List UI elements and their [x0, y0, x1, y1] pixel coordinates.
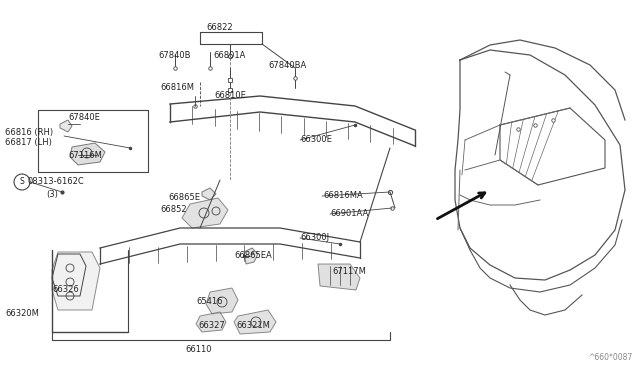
Text: 66810E: 66810E	[214, 90, 246, 99]
Text: S: S	[20, 177, 24, 186]
Text: 66852: 66852	[160, 205, 187, 215]
Text: 66817 (LH): 66817 (LH)	[5, 138, 52, 148]
Text: 66320M: 66320M	[5, 308, 39, 317]
Polygon shape	[52, 252, 100, 310]
Text: 67840BA: 67840BA	[268, 61, 307, 71]
Text: 66816MA: 66816MA	[323, 192, 363, 201]
Text: 66865E: 66865E	[168, 192, 200, 202]
Text: 66816 (RH): 66816 (RH)	[5, 128, 53, 137]
Polygon shape	[234, 310, 276, 334]
Text: ^660*0087: ^660*0087	[588, 353, 632, 362]
Text: 67840E: 67840E	[68, 112, 100, 122]
Text: 67840B: 67840B	[158, 51, 191, 60]
Text: 08313-6162C: 08313-6162C	[28, 177, 84, 186]
Text: 66321M: 66321M	[236, 321, 270, 330]
Polygon shape	[196, 312, 226, 332]
Text: 66110: 66110	[185, 346, 211, 355]
Polygon shape	[244, 248, 258, 264]
Polygon shape	[318, 264, 360, 290]
Polygon shape	[182, 198, 228, 228]
Text: 66865EA: 66865EA	[234, 251, 272, 260]
Text: 66326: 66326	[52, 285, 79, 295]
Text: 66300J: 66300J	[300, 234, 329, 243]
Text: 66822: 66822	[207, 23, 234, 32]
Text: 67117M: 67117M	[332, 267, 366, 276]
Polygon shape	[70, 143, 105, 165]
Text: 66300E: 66300E	[300, 135, 332, 144]
Polygon shape	[206, 288, 238, 314]
Text: 67116M: 67116M	[68, 151, 102, 160]
Polygon shape	[202, 188, 216, 200]
Text: 66901AA: 66901AA	[330, 209, 368, 218]
Polygon shape	[60, 120, 72, 132]
Text: 66801A: 66801A	[213, 51, 245, 60]
Text: 65416: 65416	[196, 298, 223, 307]
Text: 66327: 66327	[198, 321, 225, 330]
Text: (3): (3)	[46, 189, 58, 199]
Text: 66816M: 66816M	[160, 83, 194, 93]
